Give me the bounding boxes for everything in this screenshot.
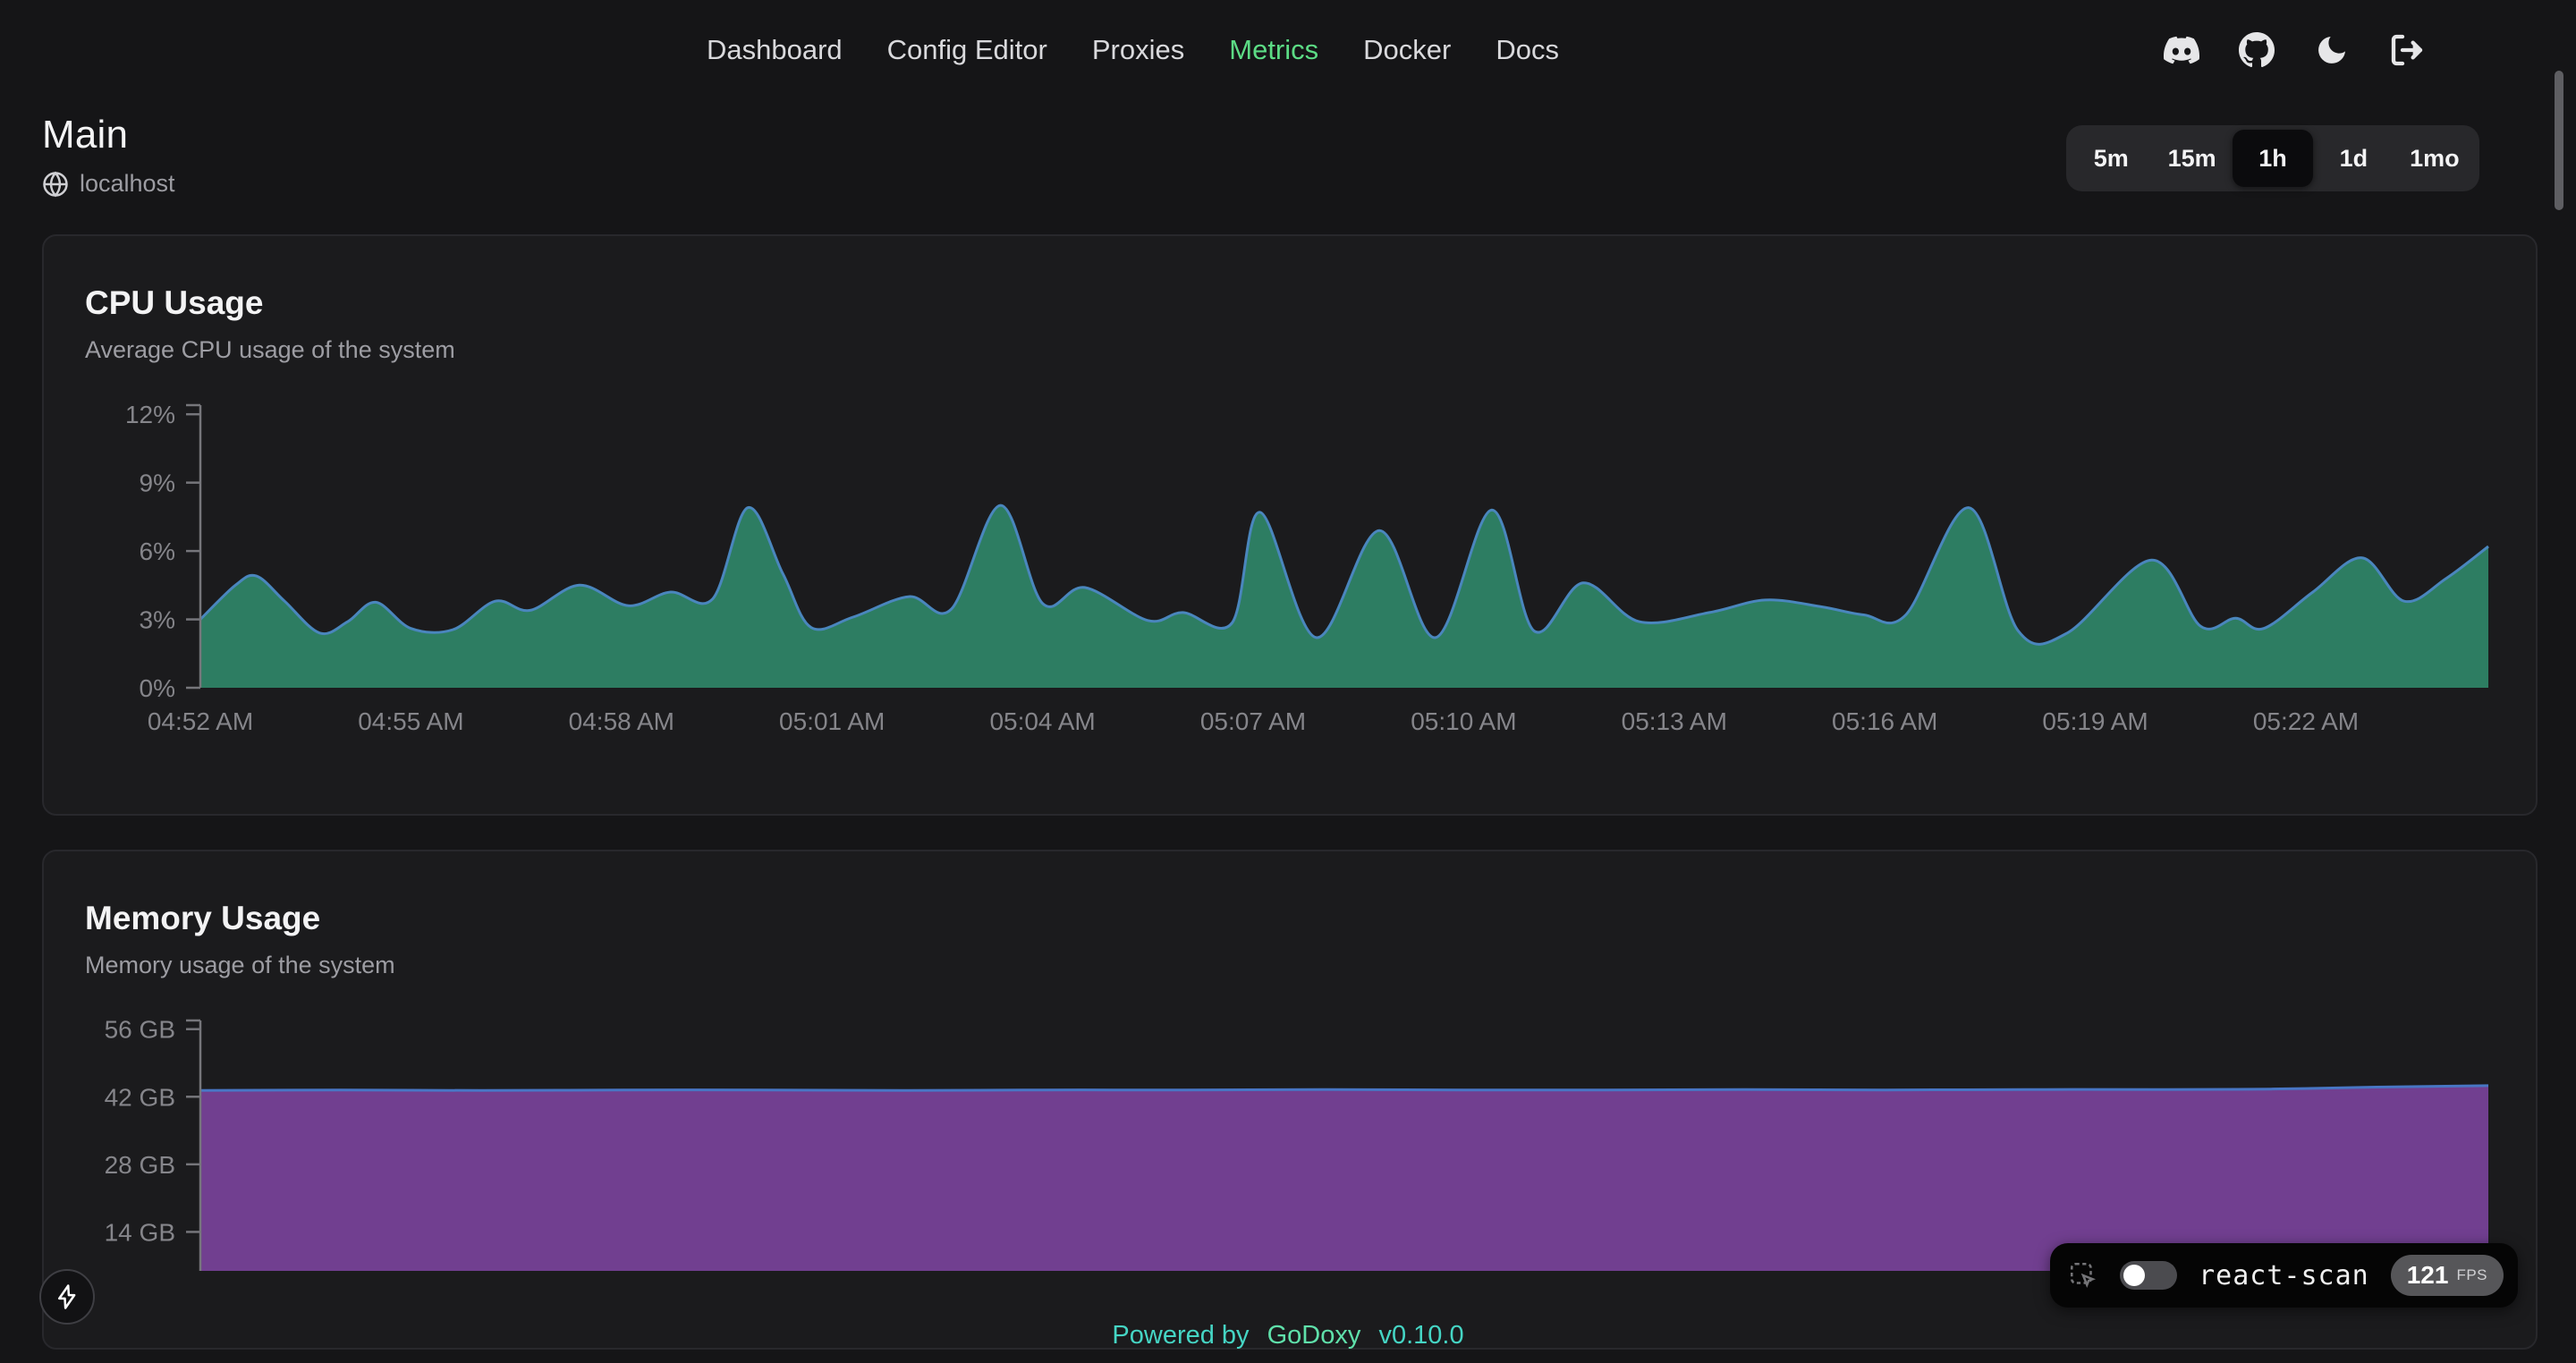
content: CPU Usage Average CPU usage of the syste… — [42, 234, 2538, 1350]
svg-text:04:58 AM: 04:58 AM — [569, 707, 674, 735]
cpu-chart[interactable]: 0% 3% 6% 9% 12% 04:52 AM 04:55 AM 04:58 AM 05:01… — [44, 394, 2536, 749]
svg-text:6%: 6% — [140, 538, 175, 565]
svg-text:05:01 AM: 05:01 AM — [779, 707, 885, 735]
nav-link-dashboard[interactable]: Dashboard — [707, 34, 843, 65]
footer: Powered by GoDoxy v0.10.0 — [0, 1321, 2576, 1350]
time-range-option-5m[interactable]: 5m — [2093, 144, 2129, 172]
cpu-usage-card: CPU Usage Average CPU usage of the syste… — [42, 234, 2538, 816]
nav-link-metrics[interactable]: Metrics — [1229, 34, 1319, 65]
svg-text:05:22 AM: 05:22 AM — [2253, 707, 2359, 735]
react-scan-toggle[interactable] — [2120, 1261, 2178, 1290]
lightning-icon — [58, 1284, 76, 1309]
time-range-control: 5m 15m 1h 1d 1mo — [2066, 125, 2479, 191]
theme-moon-icon[interactable] — [2313, 31, 2351, 69]
react-scan-label: react-scan — [2199, 1259, 2369, 1291]
svg-text:56 GB: 56 GB — [105, 1016, 175, 1044]
main-nav: Dashboard Config Editor Proxies Metrics Dock… — [707, 0, 1559, 100]
svg-text:04:52 AM: 04:52 AM — [148, 707, 253, 735]
svg-text:05:04 AM: 05:04 AM — [989, 707, 1095, 735]
fps-unit: FPS — [2456, 1266, 2487, 1283]
svg-text:05:13 AM: 05:13 AM — [1622, 707, 1727, 735]
cpu-card-subtitle: Average CPU usage of the system — [85, 336, 455, 363]
nav-link-docs[interactable]: Docs — [1496, 34, 1559, 65]
footer-version: v0.10.0 — [1378, 1321, 1464, 1350]
page-title: Main — [42, 113, 129, 157]
svg-text:3%: 3% — [140, 606, 175, 634]
fps-badge: 121 FPS — [2390, 1255, 2504, 1296]
quick-actions-button[interactable] — [39, 1269, 95, 1325]
svg-text:05:16 AM: 05:16 AM — [1832, 707, 1937, 735]
cpu-card-title: CPU Usage — [85, 284, 264, 321]
logout-icon[interactable] — [2388, 31, 2426, 69]
time-range-option-1h[interactable]: 1h — [2232, 130, 2314, 187]
nav-link-proxies[interactable]: Proxies — [1091, 34, 1185, 65]
svg-text:05:19 AM: 05:19 AM — [2042, 707, 2148, 735]
svg-text:14 GB: 14 GB — [105, 1218, 175, 1246]
svg-text:9%: 9% — [140, 470, 175, 497]
svg-text:05:10 AM: 05:10 AM — [1411, 707, 1516, 735]
nav-link-docker[interactable]: Docker — [1363, 34, 1452, 65]
svg-text:0%: 0% — [140, 674, 175, 702]
cpu-area-chart: 0% 3% 6% 9% 12% 04:52 AM 04:55 AM 04:58 AM 05:01… — [125, 401, 2489, 735]
time-range-option-1d[interactable]: 1d — [2339, 144, 2368, 172]
github-icon[interactable] — [2238, 31, 2275, 69]
time-range-option-1mo[interactable]: 1mo — [2410, 144, 2460, 172]
react-scan-widget: react-scan 121 FPS — [2050, 1243, 2518, 1308]
memory-card-subtitle: Memory usage of the system — [85, 952, 395, 978]
scrollbar-thumb[interactable] — [2555, 71, 2563, 210]
nav-link-config-editor[interactable]: Config Editor — [886, 34, 1047, 65]
svg-text:04:55 AM: 04:55 AM — [358, 707, 463, 735]
top-bar: Dashboard Config Editor Proxies Metrics Dock… — [0, 0, 2576, 100]
discord-icon[interactable] — [2163, 31, 2200, 69]
memory-card-title: Memory Usage — [85, 900, 321, 936]
time-range-option-15m[interactable]: 15m — [2167, 144, 2216, 172]
svg-text:28 GB: 28 GB — [105, 1151, 175, 1179]
footer-brand-link[interactable]: GoDoxy — [1267, 1321, 1361, 1350]
footer-powered-by: Powered by — [1112, 1321, 1250, 1350]
header-icon-group — [2163, 0, 2426, 100]
globe-icon — [43, 171, 68, 197]
svg-text:05:07 AM: 05:07 AM — [1200, 707, 1306, 735]
page-head: Main localhost — [42, 113, 175, 198]
toggle-knob — [2123, 1265, 2146, 1286]
svg-text:42 GB: 42 GB — [105, 1083, 175, 1111]
host-label: localhost — [80, 170, 175, 197]
fps-value: 121 — [2406, 1261, 2449, 1289]
inspect-icon[interactable] — [2068, 1260, 2098, 1291]
svg-text:12%: 12% — [125, 401, 175, 428]
host-row: localhost — [42, 170, 175, 198]
